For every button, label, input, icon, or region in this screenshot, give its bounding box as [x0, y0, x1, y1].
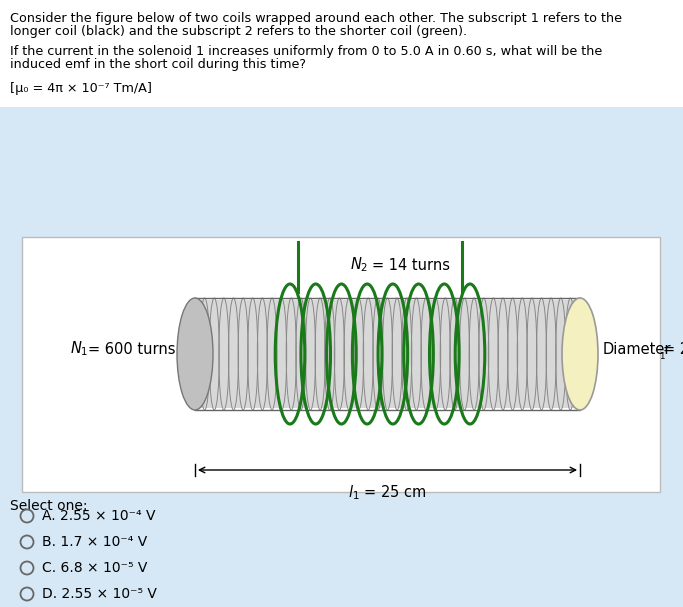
Text: [μ₀ = 4π × 10⁻⁷ Tm/A]: [μ₀ = 4π × 10⁻⁷ Tm/A] — [10, 82, 152, 95]
Ellipse shape — [562, 298, 598, 410]
Text: Diameter: Diameter — [603, 342, 671, 356]
Text: B. 1.7 × 10⁻⁴ V: B. 1.7 × 10⁻⁴ V — [42, 535, 148, 549]
Text: Select one:: Select one: — [10, 499, 87, 513]
Text: D. 2.55 × 10⁻⁵ V: D. 2.55 × 10⁻⁵ V — [42, 587, 157, 601]
Text: A. 2.55 × 10⁻⁴ V: A. 2.55 × 10⁻⁴ V — [42, 509, 156, 523]
Text: $N_1$: $N_1$ — [70, 340, 88, 358]
Text: = 2.5 cm: = 2.5 cm — [663, 342, 683, 356]
Text: induced emf in the short coil during this time?: induced emf in the short coil during thi… — [10, 58, 306, 71]
Text: Consider the figure below of two coils wrapped around each other. The subscript : Consider the figure below of two coils w… — [10, 12, 622, 25]
Text: = 14 turns: = 14 turns — [372, 257, 450, 273]
Text: C. 6.8 × 10⁻⁵ V: C. 6.8 × 10⁻⁵ V — [42, 561, 148, 575]
Text: longer coil (black) and the subscript 2 refers to the shorter coil (green).: longer coil (black) and the subscript 2 … — [10, 25, 467, 38]
Ellipse shape — [177, 298, 213, 410]
Text: $l_1$ = 25 cm: $l_1$ = 25 cm — [348, 483, 427, 502]
Bar — [195, 300, 580, 408]
Text: If the current in the solenoid 1 increases uniformly from 0 to 5.0 A in 0.60 s, : If the current in the solenoid 1 increas… — [10, 45, 602, 58]
Text: = 600 turns: = 600 turns — [88, 342, 176, 356]
Text: $N_2$: $N_2$ — [350, 256, 368, 274]
Bar — [0, 0, 683, 107]
Bar — [22, 237, 660, 492]
Text: $_1$: $_1$ — [659, 350, 666, 362]
